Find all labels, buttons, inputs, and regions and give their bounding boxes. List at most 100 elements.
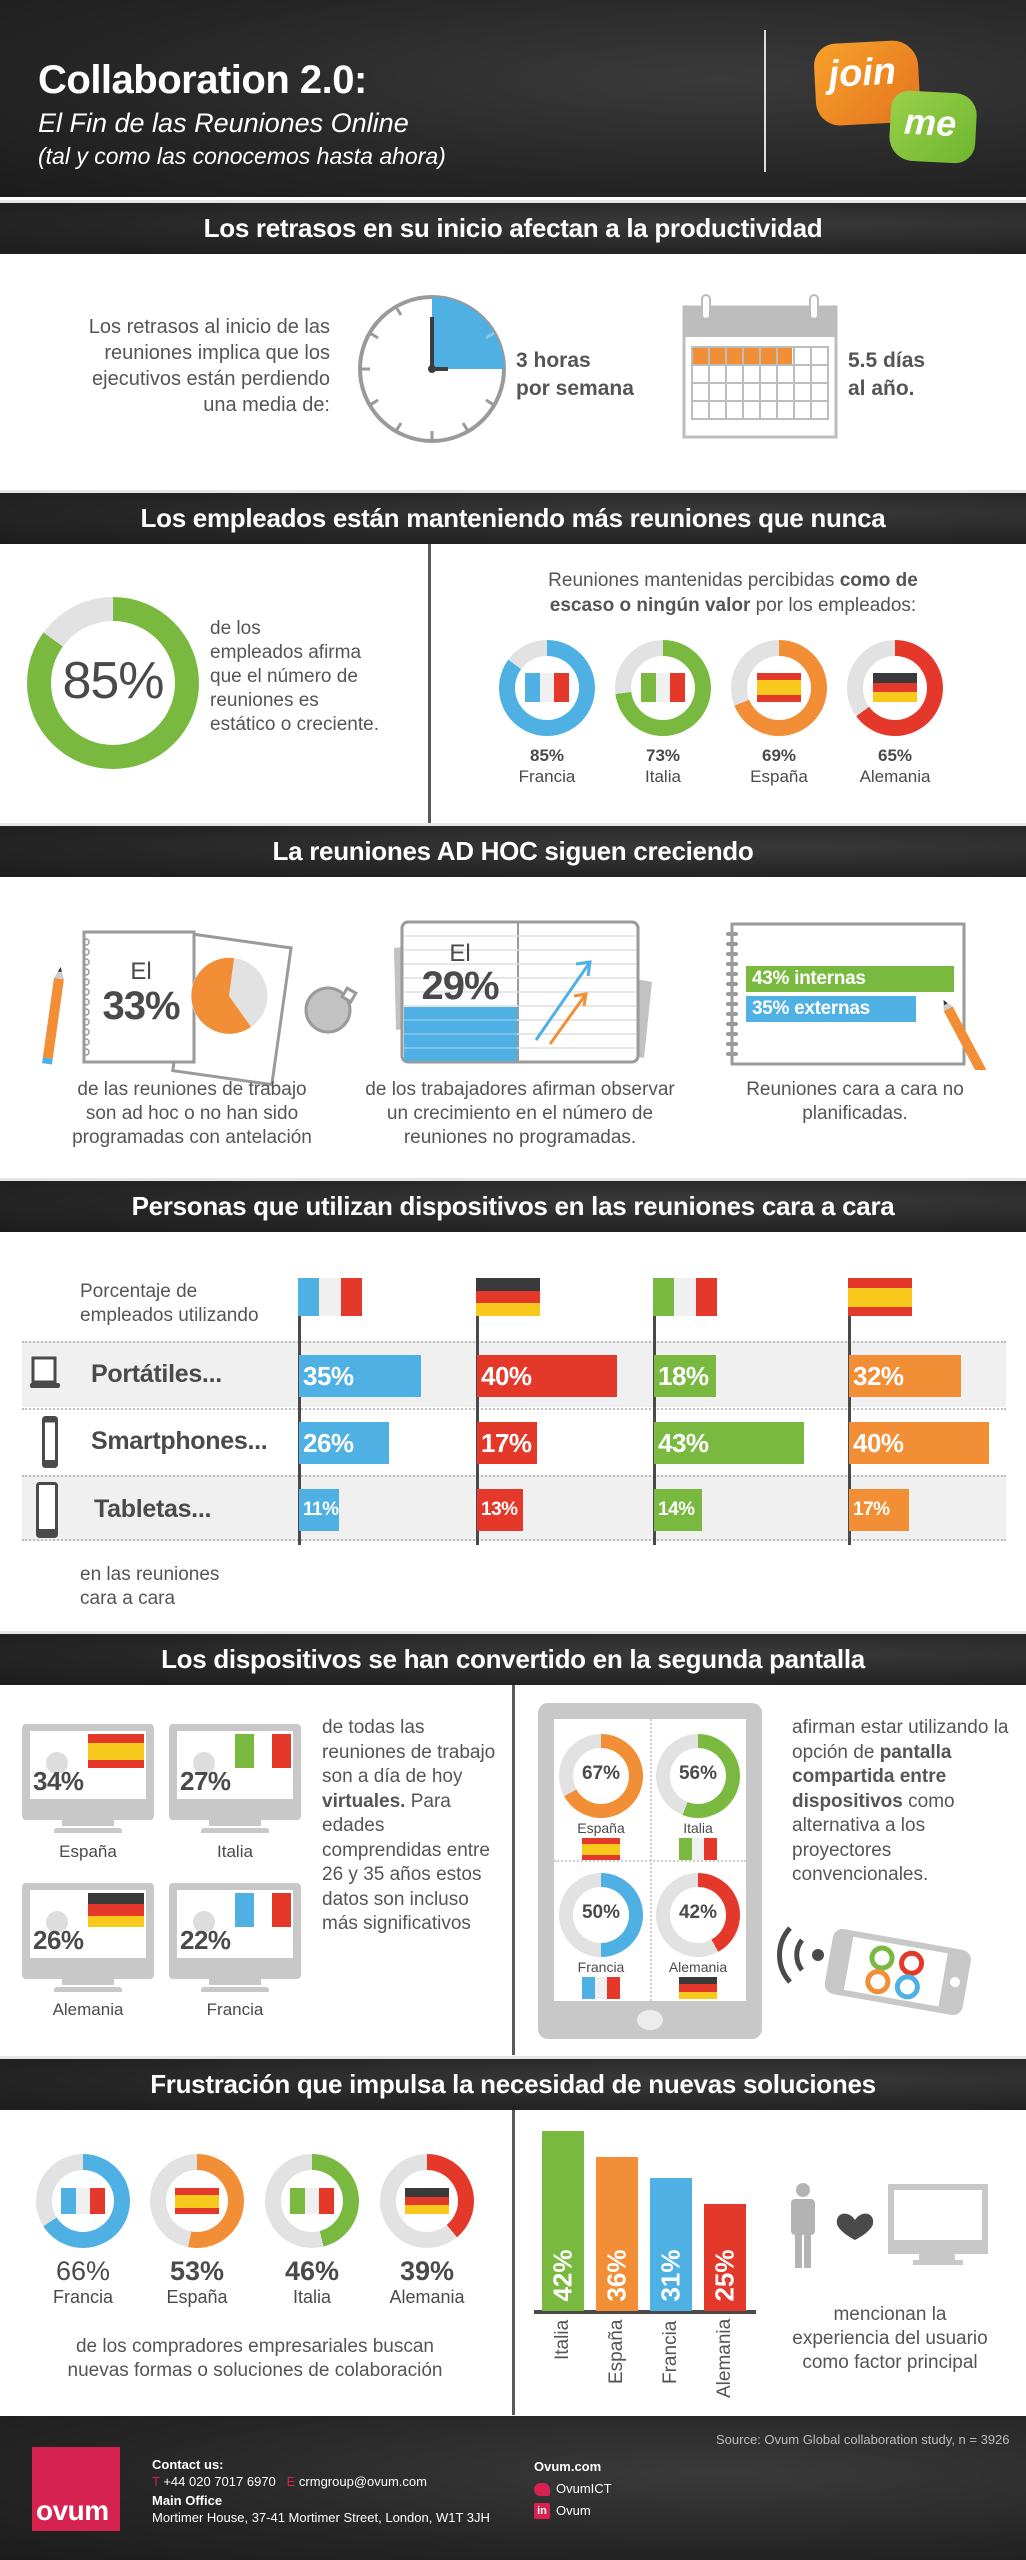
text-bold: virtuales. <box>322 1790 406 1812</box>
text: de todas las reuniones de trabajo son a … <box>322 1717 496 1787</box>
contact-block: Contact us: T +44 020 7017 6970 E crmgro… <box>152 2456 490 2526</box>
monitor-icon <box>888 2184 988 2265</box>
person-icon <box>791 2183 815 2268</box>
bar-alemania-tabletas: 13% <box>477 1489 523 1531</box>
screen-sharing-text: afirman estar utilizando la opción de pa… <box>792 1716 1012 1888</box>
donut-value: 46% <box>284 2256 340 2286</box>
donut-country: España <box>166 2287 228 2307</box>
flag-pole <box>848 1280 851 1545</box>
home-button <box>637 2010 663 2030</box>
donut-value: 56% <box>678 1763 718 1784</box>
desc-line: reuniones no programadas. <box>403 1127 637 1148</box>
desc-line: experiencia del usuario <box>792 2328 988 2349</box>
bar-alemania-smartphones: 17% <box>477 1422 537 1464</box>
country-stat: 65% Alemania <box>847 745 943 787</box>
lead-line: reuniones implica que los <box>104 342 330 364</box>
monitor-value: 27% <box>180 1766 231 1796</box>
card-1-description: de las reuniones de trabajo son ad hoc o… <box>22 1078 362 1150</box>
row-label-portatiles: Portátiles... <box>91 1360 222 1388</box>
source-note: Source: Ovum Global collaboration study,… <box>716 2432 1010 2447</box>
desc-line: como factor principal <box>802 2352 978 2373</box>
bar-espana-smartphones: 40% <box>849 1422 989 1464</box>
lead-line: Los retrasos al inicio de las <box>88 316 330 338</box>
country-value: 65% <box>877 746 913 765</box>
flag-germany-icon <box>88 1893 144 1927</box>
lead-line: una media de: <box>203 394 330 416</box>
phone-prefix: T <box>152 2474 160 2489</box>
bar-francia-tabletas: 11% <box>299 1489 339 1531</box>
flag-spain-icon <box>757 673 801 702</box>
stat-hours-value: 3 horas <box>516 349 591 372</box>
heading-bold: escaso o ningún valor <box>549 595 751 616</box>
donut-hole <box>51 621 175 745</box>
vbar-value: 36% <box>601 2249 632 2302</box>
donut-hole <box>573 1748 629 1804</box>
page-title: Collaboration 2.0: <box>38 58 367 102</box>
phone-number[interactable]: +44 020 7017 6970 <box>163 2474 276 2489</box>
donut-espana <box>559 1734 643 1818</box>
monitor-italia: 27% <box>169 1724 301 1836</box>
smartphone-screen-icon <box>824 1928 971 2016</box>
monitor-country: Alemania <box>52 2000 124 2019</box>
desc-line: Reuniones cara a cara no <box>746 1079 964 1100</box>
flag-spain-icon <box>848 1278 912 1316</box>
flag-italy-icon <box>290 2188 335 2214</box>
donut-hole <box>573 1887 629 1943</box>
email-link[interactable]: crmgroup@ovum.com <box>298 2474 427 2489</box>
value-heading: Reuniones mantenidas percibidas como de … <box>440 568 1026 618</box>
chart-label-bottom: en las reuniones cara a cara <box>80 1563 219 1611</box>
card-2-value: 29% <box>421 964 499 1008</box>
section-5-divider <box>512 1685 515 2055</box>
email-prefix: E <box>286 2474 296 2489</box>
twitter-link[interactable]: OvumICT <box>534 2478 612 2500</box>
internas-bar-label: 43% internas <box>752 968 866 989</box>
stat-hours-unit: por semana <box>516 377 634 400</box>
calendar-icon <box>682 294 838 439</box>
page-subtitle-note: (tal y como las conocemos hasta ahora) <box>38 143 446 169</box>
joinme-logo-me: me <box>888 89 978 165</box>
text-bold: pantalla compartida entre dispositivos <box>792 1741 952 1812</box>
heading-text: por los empleados: <box>750 595 917 616</box>
lead-line: ejecutivos están perdiendo <box>92 368 330 390</box>
section-2-banner: Los empleados están manteniendo más reun… <box>0 490 1026 544</box>
donut-country: Francia <box>577 1959 625 1975</box>
section-6-banner: Frustración que impulsa la necesidad de … <box>0 2056 1026 2110</box>
donut-value: 66% <box>55 2256 111 2286</box>
country-stat: 85% Francia <box>499 745 595 787</box>
bar-espana-portatiles: 32% <box>849 1355 961 1397</box>
donut-alemania <box>656 1873 740 1957</box>
notepad-pie-illustration <box>42 930 358 1087</box>
flag-france-icon <box>582 1977 621 1999</box>
monitor-value: 26% <box>33 1925 84 1955</box>
vbar-value: 31% <box>655 2249 686 2302</box>
donut-country: Italia <box>292 2287 332 2307</box>
donut-hole <box>670 1748 726 1804</box>
ovum-logo: ovum <box>32 2447 120 2531</box>
desc-line: reuniones es <box>210 690 319 711</box>
website-link[interactable]: Ovum.com <box>534 2459 602 2474</box>
text: como alternativa a los proyectores conve… <box>792 1790 955 1886</box>
social-block: Ovum.com OvumICT in Ovum <box>534 2456 612 2522</box>
heart-icon <box>836 2213 874 2240</box>
flag-germany-icon <box>405 2188 449 2214</box>
desc-line: planificadas. <box>802 1103 908 1124</box>
donut-francia <box>559 1873 643 1957</box>
flag-spain-icon <box>175 2188 219 2214</box>
country-name: Alemania <box>859 767 931 786</box>
bar-espana-tabletas: 17% <box>849 1489 909 1531</box>
donut-value: 42% <box>678 1902 718 1923</box>
donut-stat: 66% Francia <box>28 2256 138 2308</box>
section-1-title: Los retrasos en su inicio afectan a la p… <box>203 213 823 243</box>
flag-pole <box>653 1280 656 1545</box>
country-name: Francia <box>518 767 576 786</box>
footer: ovum Contact us: T +44 020 7017 6970 E c… <box>0 2416 1026 2560</box>
linkedin-link[interactable]: in Ovum <box>534 2500 612 2522</box>
bar-chart-axis <box>534 2310 756 2314</box>
country-stat: 69% España <box>731 745 827 787</box>
vbar-alemania: 25% <box>704 2204 746 2311</box>
flag-france-icon <box>525 673 570 702</box>
section-4-banner: Personas que utilizan dispositivos en la… <box>0 1178 1026 1232</box>
label-line: cara a cara <box>80 1588 176 1609</box>
donut-country: Francia <box>52 2287 114 2307</box>
desc-line: programadas con antelación <box>72 1127 312 1148</box>
